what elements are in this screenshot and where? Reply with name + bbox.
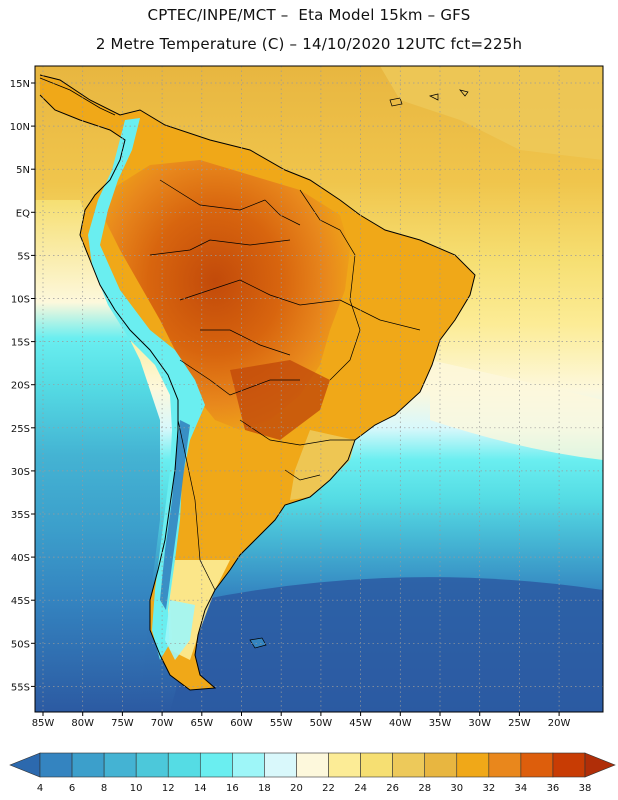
legend-swatch	[456, 752, 490, 778]
lon-label: 55W	[270, 718, 293, 729]
subtropical-pale-zone	[430, 360, 603, 460]
lon-label: 80W	[71, 718, 94, 729]
title-line-2: 2 Metre Temperature (C) – 14/10/2020 12U…	[95, 35, 523, 53]
lat-label: EQ	[16, 208, 30, 219]
lat-label: 50S	[11, 639, 30, 650]
lat-label: 45S	[11, 596, 30, 607]
legend-label: 38	[579, 783, 592, 794]
legend-arrow-low	[9, 752, 41, 778]
lat-label: 25S	[11, 424, 30, 435]
lat-label: 5N	[16, 165, 30, 176]
caribbean-islands	[389, 89, 469, 107]
grid-lines	[35, 66, 603, 712]
legend-label: 16	[226, 783, 239, 794]
legend-label: 4	[37, 783, 43, 794]
axis-ticks	[31, 82, 560, 716]
legend-swatch	[392, 752, 426, 778]
legend-swatch	[103, 752, 137, 778]
lon-label: 20W	[548, 718, 571, 729]
north-atlantic-warm	[380, 66, 603, 160]
lon-label: 70W	[151, 718, 174, 729]
hottest-core	[230, 360, 330, 440]
lat-label: 20S	[11, 381, 30, 392]
lon-label: 75W	[111, 718, 134, 729]
legend-label: 18	[258, 783, 271, 794]
legend-label: 12	[162, 783, 175, 794]
legend-swatch	[135, 752, 169, 778]
legend-swatch	[199, 752, 233, 778]
legend-label: 20	[290, 783, 303, 794]
legend-label: 30	[450, 783, 463, 794]
lat-label: 30S	[11, 467, 30, 478]
map-frame	[34, 65, 604, 713]
legend-swatch	[167, 752, 201, 778]
lon-label: 40W	[389, 718, 412, 729]
lat-label: 10N	[10, 122, 30, 133]
legend-label: 14	[194, 783, 207, 794]
andes-high-peaks	[160, 420, 190, 610]
legend-label: 26	[386, 783, 399, 794]
lon-label: 65W	[190, 718, 213, 729]
southern-ocean-cold	[170, 577, 603, 712]
legend-swatch	[296, 752, 329, 778]
legend-label: 6	[69, 783, 75, 794]
legend-label: 34	[515, 783, 528, 794]
lon-label: 50W	[310, 718, 333, 729]
lat-label: 40S	[11, 553, 30, 564]
legend-swatch	[360, 752, 393, 778]
latitude-labels: 15N 10N 5N EQ 5S 10S 15S 20S 25S 30S 35S 40S 45S 50S 5…	[10, 79, 30, 693]
title-line-1: CPTEC/INPE/MCT – Eta Model 15km – GFS	[147, 6, 471, 24]
patagonia-cold	[165, 600, 195, 660]
lon-label: 45W	[349, 718, 372, 729]
legend-swatch	[488, 752, 522, 778]
lon-label: 35W	[429, 718, 452, 729]
legend-label: 8	[101, 783, 107, 794]
legend-label: 36	[547, 783, 560, 794]
lat-label: 55S	[11, 682, 30, 693]
lon-label: 25W	[508, 718, 531, 729]
legend-swatch	[264, 752, 297, 778]
legend-label: 28	[418, 783, 431, 794]
lat-label: 35S	[11, 510, 30, 521]
lon-label: 30W	[468, 718, 491, 729]
legend-label: 24	[354, 783, 367, 794]
legend-swatch	[552, 752, 586, 778]
lat-label: 15N	[10, 79, 30, 90]
legend-swatch	[39, 752, 73, 778]
pacific-field	[35, 200, 160, 712]
legend-label: 32	[482, 783, 495, 794]
legend-label: 10	[130, 783, 143, 794]
legend-swatch	[424, 752, 458, 778]
falkland-islands	[249, 637, 267, 649]
legend-swatch	[232, 752, 265, 778]
lon-label: 85W	[32, 718, 55, 729]
legend-swatch	[71, 752, 105, 778]
lat-label: 15S	[11, 338, 30, 349]
central-america-coast	[39, 77, 116, 116]
legend-arrow-high	[584, 752, 616, 778]
legend-label: 22	[322, 783, 335, 794]
temperature-field	[35, 66, 603, 712]
color-legend: 4 6 8 10 12 14 16 18 20 22 24 26 28 30 32 34 36 38	[9, 752, 616, 794]
lat-label: 5S	[17, 251, 30, 262]
lon-label: 60W	[230, 718, 253, 729]
legend-swatch	[328, 752, 361, 778]
southern-brazil-cooler	[290, 430, 355, 500]
lat-label: 10S	[11, 295, 30, 306]
longitude-labels: 85W 80W 75W 70W 65W 60W 55W 50W 45W 40W 35W 30W 25W 2…	[32, 718, 571, 729]
legend-swatch	[520, 752, 554, 778]
country-borders	[149, 179, 421, 591]
